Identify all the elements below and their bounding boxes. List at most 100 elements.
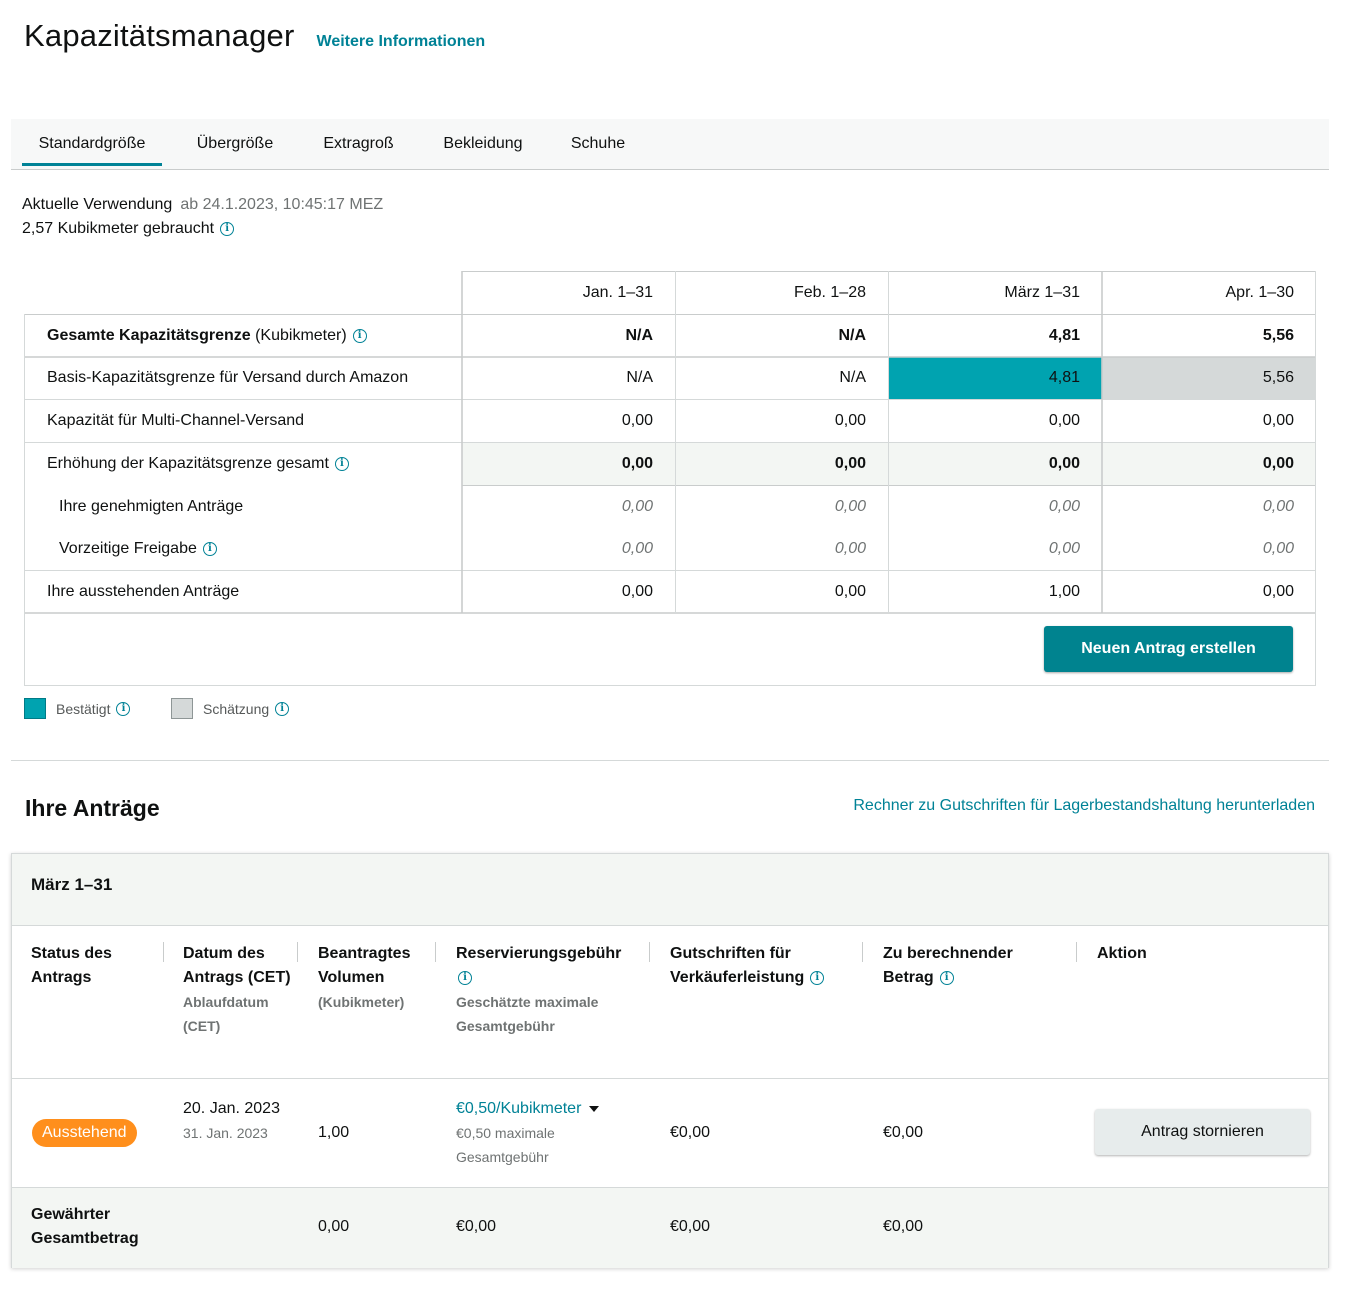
cell-value: 0,00 xyxy=(1048,539,1080,557)
row-label: Ihre ausstehenden Anträge xyxy=(47,582,240,600)
total-fee: €0,00 xyxy=(456,1218,497,1235)
col-charge: Zu berechnender Betrag i xyxy=(883,942,1053,990)
status-badge: Ausstehend xyxy=(32,1119,137,1147)
cell-value: 1,00 xyxy=(1048,582,1080,600)
info-icon[interactable]: i xyxy=(116,701,131,716)
info-icon[interactable]: i xyxy=(220,221,235,236)
cell-value: 0,00 xyxy=(834,582,866,600)
section-divider xyxy=(11,760,1329,761)
page-header: Kapazitätsmanager Weitere Informationen xyxy=(24,18,485,54)
column-mar: März 1–31 xyxy=(1004,283,1080,301)
table-row: Kapazität für Multi-Channel-Versand 0,00… xyxy=(24,399,1316,442)
row-label-bold: Gesamte Kapazitätsgrenze xyxy=(47,326,251,344)
capacity-table-grid xyxy=(24,271,1316,686)
fee-rate[interactable]: €0,50/Kubikmeter xyxy=(456,1100,582,1117)
tab-standard-size[interactable]: Standardgröße xyxy=(22,119,162,169)
table-row: Gesamte Kapazitätsgrenze (Kubikmeter) i N… xyxy=(24,314,1316,357)
col-separator xyxy=(163,942,164,962)
row-label-text: Vorzeitige Freigabe xyxy=(59,539,197,557)
confirmed-swatch xyxy=(24,698,46,719)
cancel-request-button[interactable]: Antrag stornieren xyxy=(1095,1109,1310,1155)
col-separator xyxy=(297,942,298,962)
col-date: Datum des Antrags (CET) Ablaufdatum (CET… xyxy=(183,942,293,1038)
requests-period: März 1–31 xyxy=(31,875,113,894)
col-fee-label: Reservierungsgebühr xyxy=(456,945,622,962)
tab-oversize[interactable]: Übergröße xyxy=(196,135,274,152)
cell-value: 0,00 xyxy=(1262,411,1294,429)
table-row: Ihre genehmigten Anträge 0,00 0,00 0,00 … xyxy=(24,485,1316,528)
cell-value: 0,00 xyxy=(1262,497,1294,515)
performance-credits: €0,00 xyxy=(670,1124,711,1141)
info-icon[interactable]: i xyxy=(939,970,954,985)
col-status: Status des Antrags xyxy=(31,945,112,986)
info-icon[interactable]: i xyxy=(275,701,290,716)
row-separator xyxy=(12,1187,1328,1188)
reservation-fee: €0,50/Kubikmeter €0,50 maximale Gesamtge… xyxy=(456,1097,646,1169)
col-separator xyxy=(1076,942,1077,962)
cell-value: 0,00 xyxy=(1262,539,1294,557)
row-label-unit: (Kubikmeter) xyxy=(250,326,347,344)
requested-volume: 1,00 xyxy=(318,1124,350,1141)
tab-extra-large[interactable]: Extragroß xyxy=(323,135,394,152)
row-label: Gesamte Kapazitätsgrenze (Kubikmeter) i xyxy=(24,314,462,357)
row-label: Kapazität für Multi-Channel-Versand xyxy=(47,411,305,429)
info-icon[interactable]: i xyxy=(352,328,367,343)
info-icon[interactable]: i xyxy=(334,456,349,471)
cell-value: 5,56 xyxy=(1262,326,1294,344)
cell-value-confirmed: 4,81 xyxy=(1048,369,1080,386)
col-fee: Reservierungsgebühr i Geschätzte maximal… xyxy=(456,942,641,1038)
cell-value: 0,00 xyxy=(1048,411,1080,429)
cell-value: 0,00 xyxy=(1262,454,1294,472)
legend-confirmed-label: Bestätigt xyxy=(56,700,111,717)
total-label: Gewährter Gesamtbetrag xyxy=(31,1206,139,1247)
col-separator xyxy=(862,942,863,962)
cell-value: 0,00 xyxy=(1048,454,1080,472)
caret-down-icon[interactable] xyxy=(589,1105,600,1112)
cell-value: 0,00 xyxy=(1262,582,1294,600)
new-request-button[interactable]: Neuen Antrag erstellen xyxy=(1044,626,1293,672)
tab-apparel[interactable]: Bekleidung xyxy=(443,135,523,152)
cell-value: 0,00 xyxy=(834,411,866,429)
cell-value: 0,00 xyxy=(834,539,866,557)
learn-more-link[interactable]: Weitere Informationen xyxy=(316,33,486,50)
cell-value: N/A xyxy=(626,369,653,386)
total-volume: 0,00 xyxy=(318,1218,350,1235)
col-fee-sub: Geschätzte maximale Gesamtgebühr xyxy=(456,994,599,1034)
info-icon[interactable]: i xyxy=(458,970,472,985)
cell-value: 0,00 xyxy=(621,497,653,515)
column-feb: Feb. 1–28 xyxy=(793,283,866,301)
cell-value: 0,00 xyxy=(621,539,653,557)
table-row: Ihre ausstehenden Anträge 0,00 0,00 1,00… xyxy=(24,570,1316,613)
fee-max: €0,50 maximale Gesamtgebühr xyxy=(456,1125,555,1165)
cell-value: 0,00 xyxy=(834,497,866,515)
cell-value: 4,81 xyxy=(1048,326,1080,344)
col-action: Aktion xyxy=(1097,945,1147,962)
row-separator xyxy=(12,1078,1328,1079)
info-icon[interactable]: i xyxy=(202,541,217,556)
fee-dropdown[interactable]: €0,50/Kubikmeter xyxy=(456,1097,646,1121)
page-title: Kapazitätsmanager xyxy=(24,18,295,53)
usage-used: 2,57 Kubikmeter gebraucht xyxy=(22,220,215,237)
col-volume-label: Beantragtes Volumen xyxy=(318,945,411,986)
requests-card: März 1–31 Status des Antrags Datum des A… xyxy=(11,853,1329,1268)
cell-value: N/A xyxy=(625,326,653,344)
cell-value: 0,00 xyxy=(621,582,653,600)
download-calculator-link[interactable]: Rechner zu Gutschriften für Lagerbestand… xyxy=(853,797,1315,814)
table-row: Basis-Kapazitätsgrenze für Versand durch… xyxy=(24,357,1316,399)
table-row: Erhöhung der Kapazitätsgrenze gesamt i 0,… xyxy=(24,442,1316,485)
legend-estimate-label: Schätzung xyxy=(203,700,270,717)
table-row: Vorzeitige Freigabe i 0,00 0,00 0,00 0,00 xyxy=(24,527,1316,570)
row-label: Vorzeitige Freigabe i xyxy=(24,527,462,570)
cell-value-estimate: 5,56 xyxy=(1262,369,1294,386)
cell-value: N/A xyxy=(839,369,866,386)
col-credits: Gutschriften für Verkäuferleistung i xyxy=(670,942,850,990)
row-label: Basis-Kapazitätsgrenze für Versand durch… xyxy=(47,369,409,386)
total-row: Gewährter Gesamtbetrag 0,00 €0,00 €0,00 … xyxy=(12,1187,1328,1268)
amount-to-charge: €0,00 xyxy=(883,1124,924,1141)
cell-value: 0,00 xyxy=(621,454,653,472)
legend-estimate: Schätzung i xyxy=(171,698,290,719)
row-label-text: Erhöhung der Kapazitätsgrenze gesamt xyxy=(47,454,329,472)
info-icon[interactable]: i xyxy=(810,970,825,985)
column-jan: Jan. 1–31 xyxy=(582,283,653,301)
tab-shoes[interactable]: Schuhe xyxy=(570,135,626,152)
